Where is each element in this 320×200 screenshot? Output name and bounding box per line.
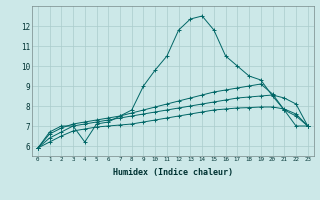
X-axis label: Humidex (Indice chaleur): Humidex (Indice chaleur) — [113, 168, 233, 177]
